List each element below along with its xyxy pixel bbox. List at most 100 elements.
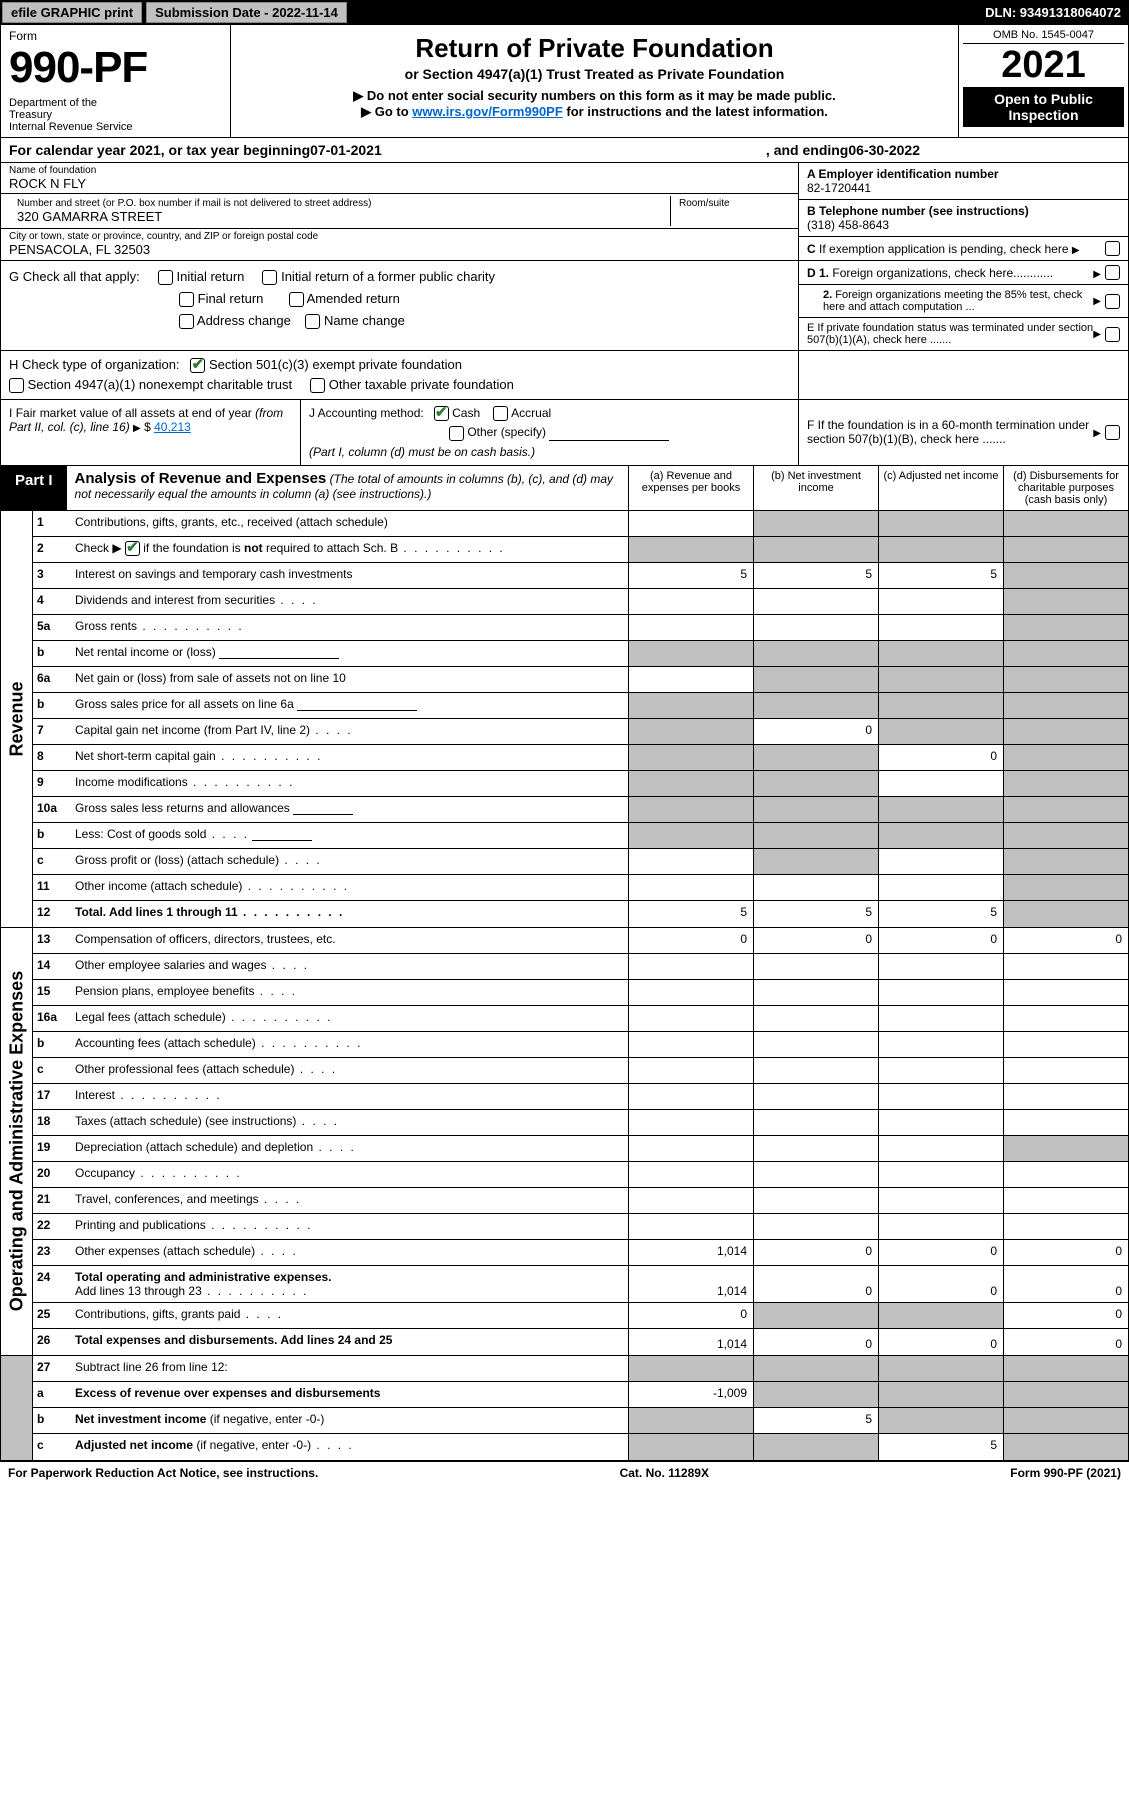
addr-label: Number and street (or P.O. box number if… bbox=[17, 198, 662, 209]
tax-year: 2021 bbox=[963, 44, 1124, 87]
other-taxable-checkbox[interactable] bbox=[310, 378, 325, 393]
g-d-section: G Check all that apply: Initial return I… bbox=[0, 261, 1129, 351]
line26-a: 1,014 bbox=[628, 1329, 753, 1355]
line3-c: 5 bbox=[878, 563, 1003, 588]
form-id-footer: Form 990-PF (2021) bbox=[1010, 1466, 1121, 1480]
501c3-checkbox[interactable] bbox=[190, 358, 205, 373]
col-c-header: (c) Adjusted net income bbox=[878, 466, 1003, 510]
paperwork-notice: For Paperwork Reduction Act Notice, see … bbox=[8, 1466, 318, 1480]
status-terminated-label: E If private foundation status was termi… bbox=[807, 322, 1093, 346]
line8-c: 0 bbox=[878, 745, 1003, 770]
submission-date: Submission Date - 2022-11-14 bbox=[146, 2, 347, 23]
foreign-85-checkbox[interactable] bbox=[1105, 294, 1120, 309]
foreign-85-label: Foreign organizations meeting the 85% te… bbox=[823, 289, 1082, 313]
line23-d: 0 bbox=[1003, 1240, 1128, 1265]
exemption-pending-label: If exemption application is pending, che… bbox=[819, 242, 1069, 256]
ij-section: I Fair market value of all assets at end… bbox=[0, 400, 1129, 466]
form-title: Return of Private Foundation bbox=[239, 33, 950, 64]
line24-b: 0 bbox=[753, 1266, 878, 1302]
entity-block: Name of foundation ROCK N FLY Number and… bbox=[0, 163, 1129, 261]
line23-b: 0 bbox=[753, 1240, 878, 1265]
open-public: Open to Public Inspection bbox=[963, 87, 1124, 127]
tax-year-begin: 07-01-2021 bbox=[310, 142, 382, 158]
foreign-org-checkbox[interactable] bbox=[1105, 265, 1120, 280]
arrow-icon bbox=[1093, 425, 1101, 439]
line13-d: 0 bbox=[1003, 928, 1128, 953]
line27-block: 27Subtract line 26 from line 12: aExcess… bbox=[0, 1356, 1129, 1461]
60month-label: F If the foundation is in a 60-month ter… bbox=[807, 418, 1093, 446]
cash-method-checkbox[interactable] bbox=[434, 406, 449, 421]
line24-c: 0 bbox=[878, 1266, 1003, 1302]
line3-a: 5 bbox=[628, 563, 753, 588]
city-label: City or town, state or province, country… bbox=[9, 231, 790, 242]
line13-a: 0 bbox=[628, 928, 753, 953]
phone-label: B Telephone number (see instructions) bbox=[807, 204, 1120, 218]
status-terminated-checkbox[interactable] bbox=[1105, 327, 1120, 342]
street-address: 320 GAMARRA STREET bbox=[17, 209, 662, 224]
arrow-icon bbox=[133, 420, 141, 434]
name-label: Name of foundation bbox=[9, 165, 790, 176]
line27b-b: 5 bbox=[753, 1408, 878, 1433]
irs-link[interactable]: www.irs.gov/Form990PF bbox=[412, 104, 563, 119]
accrual-method-checkbox[interactable] bbox=[493, 406, 508, 421]
dept-treasury: Department of theTreasuryInternal Revenu… bbox=[9, 97, 222, 133]
60month-checkbox[interactable] bbox=[1105, 425, 1120, 440]
room-suite-label: Room/suite bbox=[670, 196, 790, 226]
exemption-pending-checkbox[interactable] bbox=[1105, 241, 1120, 256]
line25-d: 0 bbox=[1003, 1303, 1128, 1328]
line13-c: 0 bbox=[878, 928, 1003, 953]
other-method-checkbox[interactable] bbox=[449, 426, 464, 441]
line26-b: 0 bbox=[753, 1329, 878, 1355]
line7-b: 0 bbox=[753, 719, 878, 744]
tax-year-end: 06-30-2022 bbox=[848, 142, 920, 158]
line27a-a: -1,009 bbox=[628, 1382, 753, 1407]
form-id-block: Form 990-PF Department of theTreasuryInt… bbox=[1, 25, 231, 137]
col-b-header: (b) Net investment income bbox=[753, 466, 878, 510]
expenses-side-label: Operating and Administrative Expenses bbox=[1, 928, 33, 1355]
fmv-label: Fair market value of all assets at end o… bbox=[9, 406, 283, 434]
form-note-1: ▶ Do not enter social security numbers o… bbox=[239, 88, 950, 104]
city-state-zip: PENSACOLA, FL 32503 bbox=[9, 242, 790, 257]
line24-d: 0 bbox=[1003, 1266, 1128, 1302]
4947a1-checkbox[interactable] bbox=[9, 378, 24, 393]
g-label: G Check all that apply: bbox=[9, 269, 140, 284]
form-title-block: Return of Private Foundation or Section … bbox=[231, 25, 958, 137]
initial-former-checkbox[interactable] bbox=[262, 270, 277, 285]
omb-number: OMB No. 1545-0047 bbox=[963, 29, 1124, 44]
part1-label: Part I bbox=[1, 466, 67, 510]
efile-print-button[interactable]: efile GRAPHIC print bbox=[2, 2, 142, 23]
line25-a: 0 bbox=[628, 1303, 753, 1328]
revenue-table: Revenue 1Contributions, gifts, grants, e… bbox=[0, 511, 1129, 928]
form-word: Form bbox=[9, 29, 222, 43]
line26-c: 0 bbox=[878, 1329, 1003, 1355]
form-subtitle: or Section 4947(a)(1) Trust Treated as P… bbox=[239, 66, 950, 82]
amended-return-checkbox[interactable] bbox=[289, 292, 304, 307]
line3-b: 5 bbox=[753, 563, 878, 588]
col-a-header: (a) Revenue and expenses per books bbox=[628, 466, 753, 510]
omb-year-block: OMB No. 1545-0047 2021 Open to Public In… bbox=[958, 25, 1128, 137]
revenue-side-label: Revenue bbox=[1, 511, 33, 927]
line13-b: 0 bbox=[753, 928, 878, 953]
initial-return-checkbox[interactable] bbox=[158, 270, 173, 285]
cat-no: Cat. No. 11289X bbox=[620, 1466, 709, 1480]
expense-table: Operating and Administrative Expenses 13… bbox=[0, 928, 1129, 1356]
name-change-checkbox[interactable] bbox=[305, 314, 320, 329]
fmv-value[interactable]: 40,213 bbox=[154, 420, 191, 434]
line12-b: 5 bbox=[753, 901, 878, 927]
foreign-org-label: Foreign organizations, check here.......… bbox=[832, 266, 1053, 280]
line24-a: 1,014 bbox=[628, 1266, 753, 1302]
ein-label: A Employer identification number bbox=[807, 167, 1120, 181]
ein-value: 82-1720441 bbox=[807, 181, 1120, 195]
cal-year-row: For calendar year 2021, or tax year begi… bbox=[0, 138, 1129, 163]
line26-d: 0 bbox=[1003, 1329, 1128, 1355]
line23-c: 0 bbox=[878, 1240, 1003, 1265]
address-change-checkbox[interactable] bbox=[179, 314, 194, 329]
cash-basis-note: (Part I, column (d) must be on cash basi… bbox=[309, 445, 790, 459]
dln-number: DLN: 93491318064072 bbox=[985, 5, 1127, 20]
line12-a: 5 bbox=[628, 901, 753, 927]
phone-value: (318) 458-8643 bbox=[807, 218, 1120, 232]
schb-not-required-checkbox[interactable] bbox=[125, 541, 140, 556]
top-bar: efile GRAPHIC print Submission Date - 20… bbox=[0, 0, 1129, 25]
col-d-header: (d) Disbursements for charitable purpose… bbox=[1003, 466, 1128, 510]
final-return-checkbox[interactable] bbox=[179, 292, 194, 307]
